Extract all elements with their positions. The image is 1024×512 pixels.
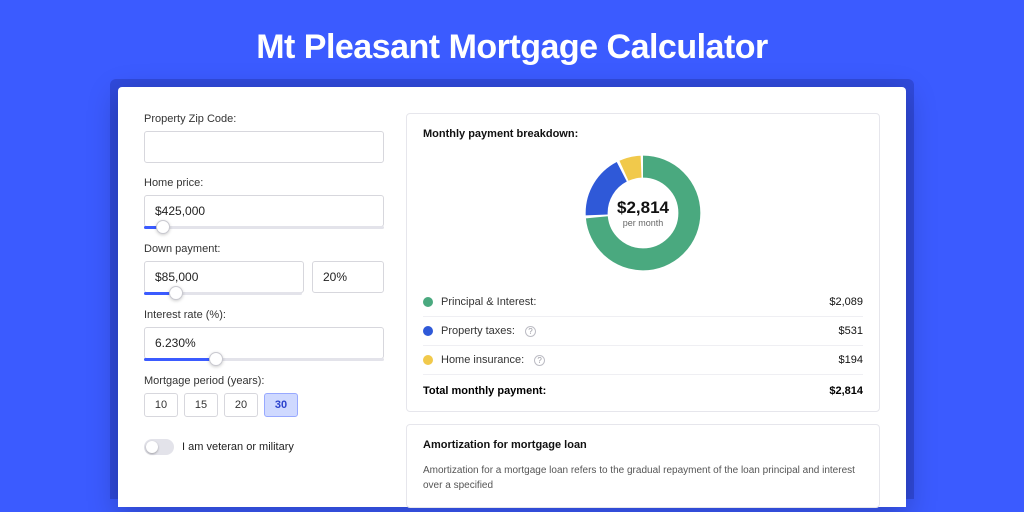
- period-option-20[interactable]: 20: [224, 393, 258, 417]
- legend-value: $194: [839, 354, 863, 366]
- legend-row: Property taxes:? $531: [423, 316, 863, 345]
- input-form: Property Zip Code: Home price: Down paym…: [144, 113, 384, 507]
- down-payment-slider[interactable]: [144, 292, 302, 295]
- home-price-input[interactable]: [144, 195, 384, 227]
- amortization-title: Amortization for mortgage loan: [423, 439, 863, 451]
- calculator-panel: Property Zip Code: Home price: Down paym…: [118, 87, 906, 507]
- donut-amount: $2,814: [617, 198, 669, 218]
- donut-sub: per month: [623, 218, 664, 228]
- page-title: Mt Pleasant Mortgage Calculator: [0, 0, 1024, 87]
- legend-label: Home insurance:: [441, 354, 524, 366]
- field-zip: Property Zip Code:: [144, 113, 384, 163]
- total-row: Total monthly payment: $2,814: [423, 374, 863, 397]
- total-value: $2,814: [829, 385, 863, 397]
- legend-value: $2,089: [829, 296, 863, 308]
- period-option-30[interactable]: 30: [264, 393, 298, 417]
- legend-row: Home insurance:? $194: [423, 345, 863, 374]
- breakdown-card: Monthly payment breakdown: $2,814 per mo…: [406, 113, 880, 412]
- veteran-toggle-row: I am veteran or military: [144, 439, 384, 455]
- period-option-15[interactable]: 15: [184, 393, 218, 417]
- legend-row: Principal & Interest: $2,089: [423, 288, 863, 316]
- total-label: Total monthly payment:: [423, 385, 546, 397]
- legend-label: Property taxes:: [441, 325, 515, 337]
- legend-label: Principal & Interest:: [441, 296, 536, 308]
- down-payment-pct-input[interactable]: [312, 261, 384, 293]
- down-payment-label: Down payment:: [144, 243, 384, 255]
- breakdown-panel: Monthly payment breakdown: $2,814 per mo…: [406, 113, 880, 507]
- home-price-label: Home price:: [144, 177, 384, 189]
- amortization-body: Amortization for a mortgage loan refers …: [423, 463, 863, 493]
- zip-input[interactable]: [144, 131, 384, 163]
- legend-dot: [423, 355, 433, 365]
- interest-rate-slider[interactable]: [144, 358, 384, 361]
- donut-chart: $2,814 per month: [423, 152, 863, 274]
- interest-rate-input[interactable]: [144, 327, 384, 359]
- mortgage-period-label: Mortgage period (years):: [144, 375, 384, 387]
- amortization-card: Amortization for mortgage loan Amortizat…: [406, 424, 880, 508]
- breakdown-title: Monthly payment breakdown:: [423, 128, 863, 140]
- down-payment-amount-input[interactable]: [144, 261, 304, 293]
- field-mortgage-period: Mortgage period (years): 10152030: [144, 375, 384, 417]
- interest-rate-label: Interest rate (%):: [144, 309, 384, 321]
- help-icon[interactable]: ?: [525, 326, 536, 337]
- legend-value: $531: [839, 325, 863, 337]
- legend-dot: [423, 297, 433, 307]
- home-price-slider[interactable]: [144, 226, 384, 229]
- veteran-label: I am veteran or military: [182, 441, 294, 453]
- field-down-payment: Down payment:: [144, 243, 384, 295]
- help-icon[interactable]: ?: [534, 355, 545, 366]
- field-interest-rate: Interest rate (%):: [144, 309, 384, 361]
- field-home-price: Home price:: [144, 177, 384, 229]
- veteran-toggle[interactable]: [144, 439, 174, 455]
- zip-label: Property Zip Code:: [144, 113, 384, 125]
- legend-dot: [423, 326, 433, 336]
- period-option-10[interactable]: 10: [144, 393, 178, 417]
